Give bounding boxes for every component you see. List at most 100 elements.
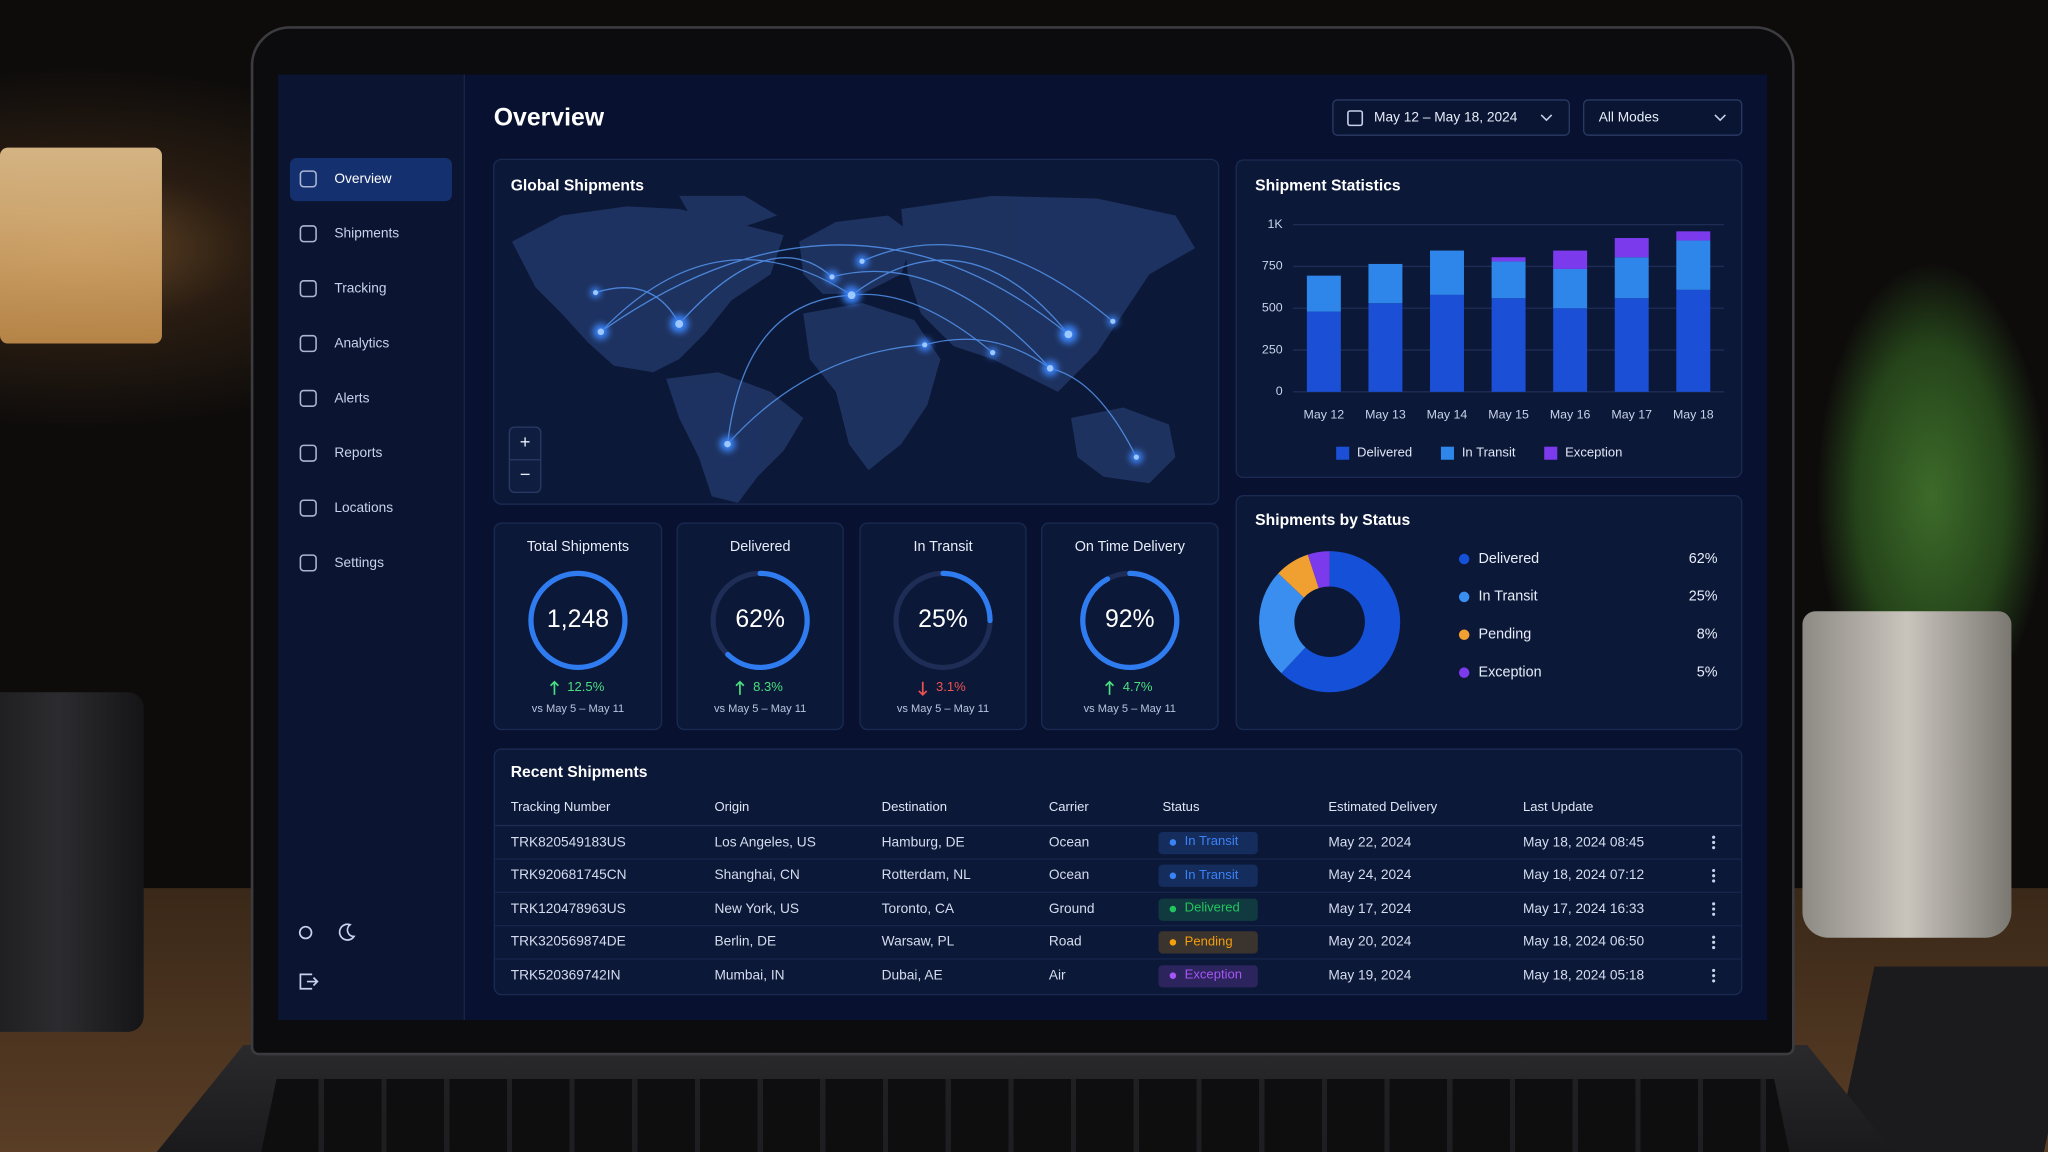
icon: [299, 499, 317, 517]
status-label: In Transit: [1184, 834, 1239, 849]
zoom-out[interactable]: −: [519, 463, 531, 485]
bar: [1614, 298, 1649, 392]
table-cell: May 18, 2024 08:45: [1522, 834, 1645, 850]
kpi-value: 1,248: [546, 605, 610, 634]
row-menu: [1712, 840, 1716, 845]
table-cell: Ground: [1048, 900, 1095, 917]
nav-item[interactable]: Overview: [334, 170, 392, 187]
legend-swatch: [1336, 446, 1350, 460]
icon: [299, 334, 317, 353]
row-menu: [1712, 940, 1716, 944]
table-cell: TRK120478963US: [510, 900, 626, 917]
table-cell: May 22, 2024: [1328, 834, 1412, 850]
status-label: Exception: [1184, 967, 1243, 983]
column-header: Destination: [881, 800, 947, 816]
legend-value: 5%: [1697, 664, 1718, 680]
nav-item[interactable]: Shipments: [334, 225, 400, 242]
kpi-value: 25%: [918, 605, 968, 634]
bar: [1491, 298, 1526, 392]
card: [859, 522, 1027, 731]
table-cell: Toronto, CA: [881, 900, 955, 917]
kpi-period: vs May 5 – May 11: [896, 701, 990, 715]
table-cell: Rotterdam, NL: [881, 867, 971, 884]
row-menu: [1712, 902, 1716, 906]
y-tick-label: 500: [1262, 301, 1283, 315]
legend-label: Delivered: [1357, 445, 1412, 460]
status-badge: [1158, 931, 1258, 954]
table-cell: May 24, 2024: [1328, 867, 1412, 884]
card: [493, 748, 1743, 996]
legend-label: Exception: [1479, 664, 1542, 680]
row-menu: [1712, 846, 1716, 850]
bar: [1430, 294, 1464, 392]
table-title: Recent Shipments: [510, 762, 648, 781]
column-header: Status: [1162, 800, 1200, 816]
y-tick-label: 750: [1262, 259, 1283, 273]
bar: [1553, 308, 1588, 392]
nav-item[interactable]: Alerts: [334, 390, 370, 406]
icon: [299, 389, 317, 407]
legend-value: 25%: [1689, 589, 1718, 605]
kpi-period: vs May 5 – May 11: [1083, 701, 1176, 715]
x-tick-label: May 17: [1611, 408, 1652, 422]
table-cell: Road: [1048, 934, 1082, 950]
pie-slice: [1307, 551, 1330, 589]
row-menu: [1712, 912, 1716, 916]
ring-progress: [528, 570, 628, 671]
date-picker[interactable]: [1332, 99, 1570, 136]
lamp-shade: [0, 147, 162, 344]
theme-light: [298, 925, 313, 940]
theme-dark: [338, 923, 356, 941]
card: [676, 522, 844, 731]
nav-item[interactable]: Analytics: [334, 335, 390, 351]
icon: [299, 280, 317, 298]
status-dot: [1169, 972, 1177, 979]
bar: [1676, 231, 1711, 241]
legend-dot: [1458, 591, 1470, 603]
table-cell: Hamburg, DE: [881, 834, 965, 850]
bar: [1676, 240, 1711, 290]
chevron: [1540, 114, 1553, 122]
table-cell: TRK320569874DE: [510, 934, 626, 950]
pie-slice: [1278, 554, 1319, 598]
hubs: [590, 254, 1143, 464]
row-menu: [1712, 907, 1716, 911]
logout: [299, 973, 319, 990]
kpi-title: Delivered: [729, 539, 791, 556]
legend-label: In Transit: [1479, 589, 1538, 605]
sidebar: [278, 74, 465, 1021]
table-cell: Air: [1048, 967, 1066, 984]
table-cell: May 19, 2024: [1328, 967, 1412, 984]
legend-label: In Transit: [1462, 445, 1516, 460]
mode-select[interactable]: [1583, 99, 1743, 136]
nav-item[interactable]: Tracking: [334, 280, 387, 297]
kpi-period: vs May 5 – May 11: [713, 701, 807, 715]
nav-active: [289, 158, 452, 202]
status-badge: [1158, 831, 1258, 854]
nav-item[interactable]: Locations: [334, 499, 394, 516]
legend-label: Delivered: [1479, 551, 1540, 567]
row-menu: [1712, 874, 1716, 878]
x-tick-label: May 13: [1365, 408, 1406, 422]
table-cell: May 18, 2024 07:12: [1522, 867, 1645, 884]
table-cell: Dubai, AE: [881, 967, 943, 984]
mug: [0, 692, 144, 1032]
row-menu: [1712, 835, 1716, 839]
y-tick-label: 1K: [1267, 217, 1283, 231]
chart-title: Shipments by Status: [1255, 510, 1411, 529]
nav-item[interactable]: Settings: [334, 554, 384, 571]
kpi-period: vs May 5 – May 11: [531, 701, 625, 715]
legend-label: Pending: [1479, 627, 1532, 643]
bar: [1491, 261, 1526, 299]
card: [493, 522, 663, 731]
zoom-in[interactable]: +: [519, 431, 531, 453]
row-menu: [1712, 968, 1716, 973]
nav-item[interactable]: Reports: [334, 444, 383, 461]
x-tick-label: May 14: [1427, 408, 1468, 422]
pie-slice: [1281, 551, 1401, 693]
x-tick-label: May 16: [1550, 408, 1591, 422]
ring-progress: [1080, 570, 1180, 671]
bar: [1614, 257, 1649, 299]
